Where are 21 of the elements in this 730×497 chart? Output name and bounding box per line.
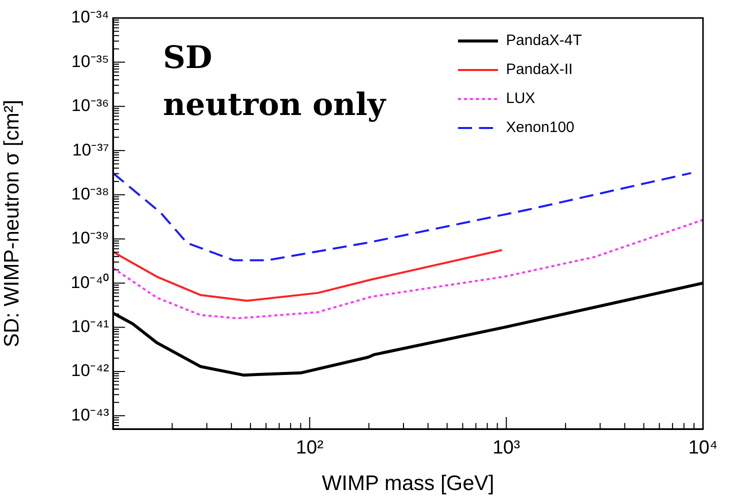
legend-label: PandaX-II — [506, 61, 573, 78]
y-tick-label: 10⁻³⁶ — [71, 96, 109, 116]
x-tick-label: 10³ — [492, 438, 520, 459]
annotation: SD — [163, 40, 212, 76]
annotation: neutron only — [163, 87, 386, 123]
legend-label: Xenon100 — [506, 119, 574, 136]
legend-label: LUX — [506, 90, 536, 107]
x-tick-label: 10⁴ — [688, 438, 718, 459]
y-tick-label: 10⁻³⁷ — [72, 140, 109, 160]
y-axis-title: SD: WIMP-neutron σ [cm²] — [0, 100, 24, 348]
y-tick-label: 10⁻⁴¹ — [71, 317, 110, 336]
y-tick-label: 10⁻³⁴ — [71, 8, 109, 27]
y-tick-label: 10⁻⁴² — [71, 361, 110, 380]
y-tick-label: 10⁻⁴⁰ — [70, 272, 109, 292]
x-tick-label: 10² — [296, 438, 324, 459]
y-tick-label: 10⁻³⁵ — [71, 52, 109, 71]
y-tick-label: 10⁻³⁹ — [71, 228, 109, 248]
y-tick-label: 10⁻⁴³ — [71, 405, 110, 424]
x-axis-title: WIMP mass [GeV] — [322, 472, 494, 496]
y-tick-label: 10⁻³⁸ — [71, 184, 109, 204]
legend-label: PandaX-4T — [506, 32, 582, 49]
